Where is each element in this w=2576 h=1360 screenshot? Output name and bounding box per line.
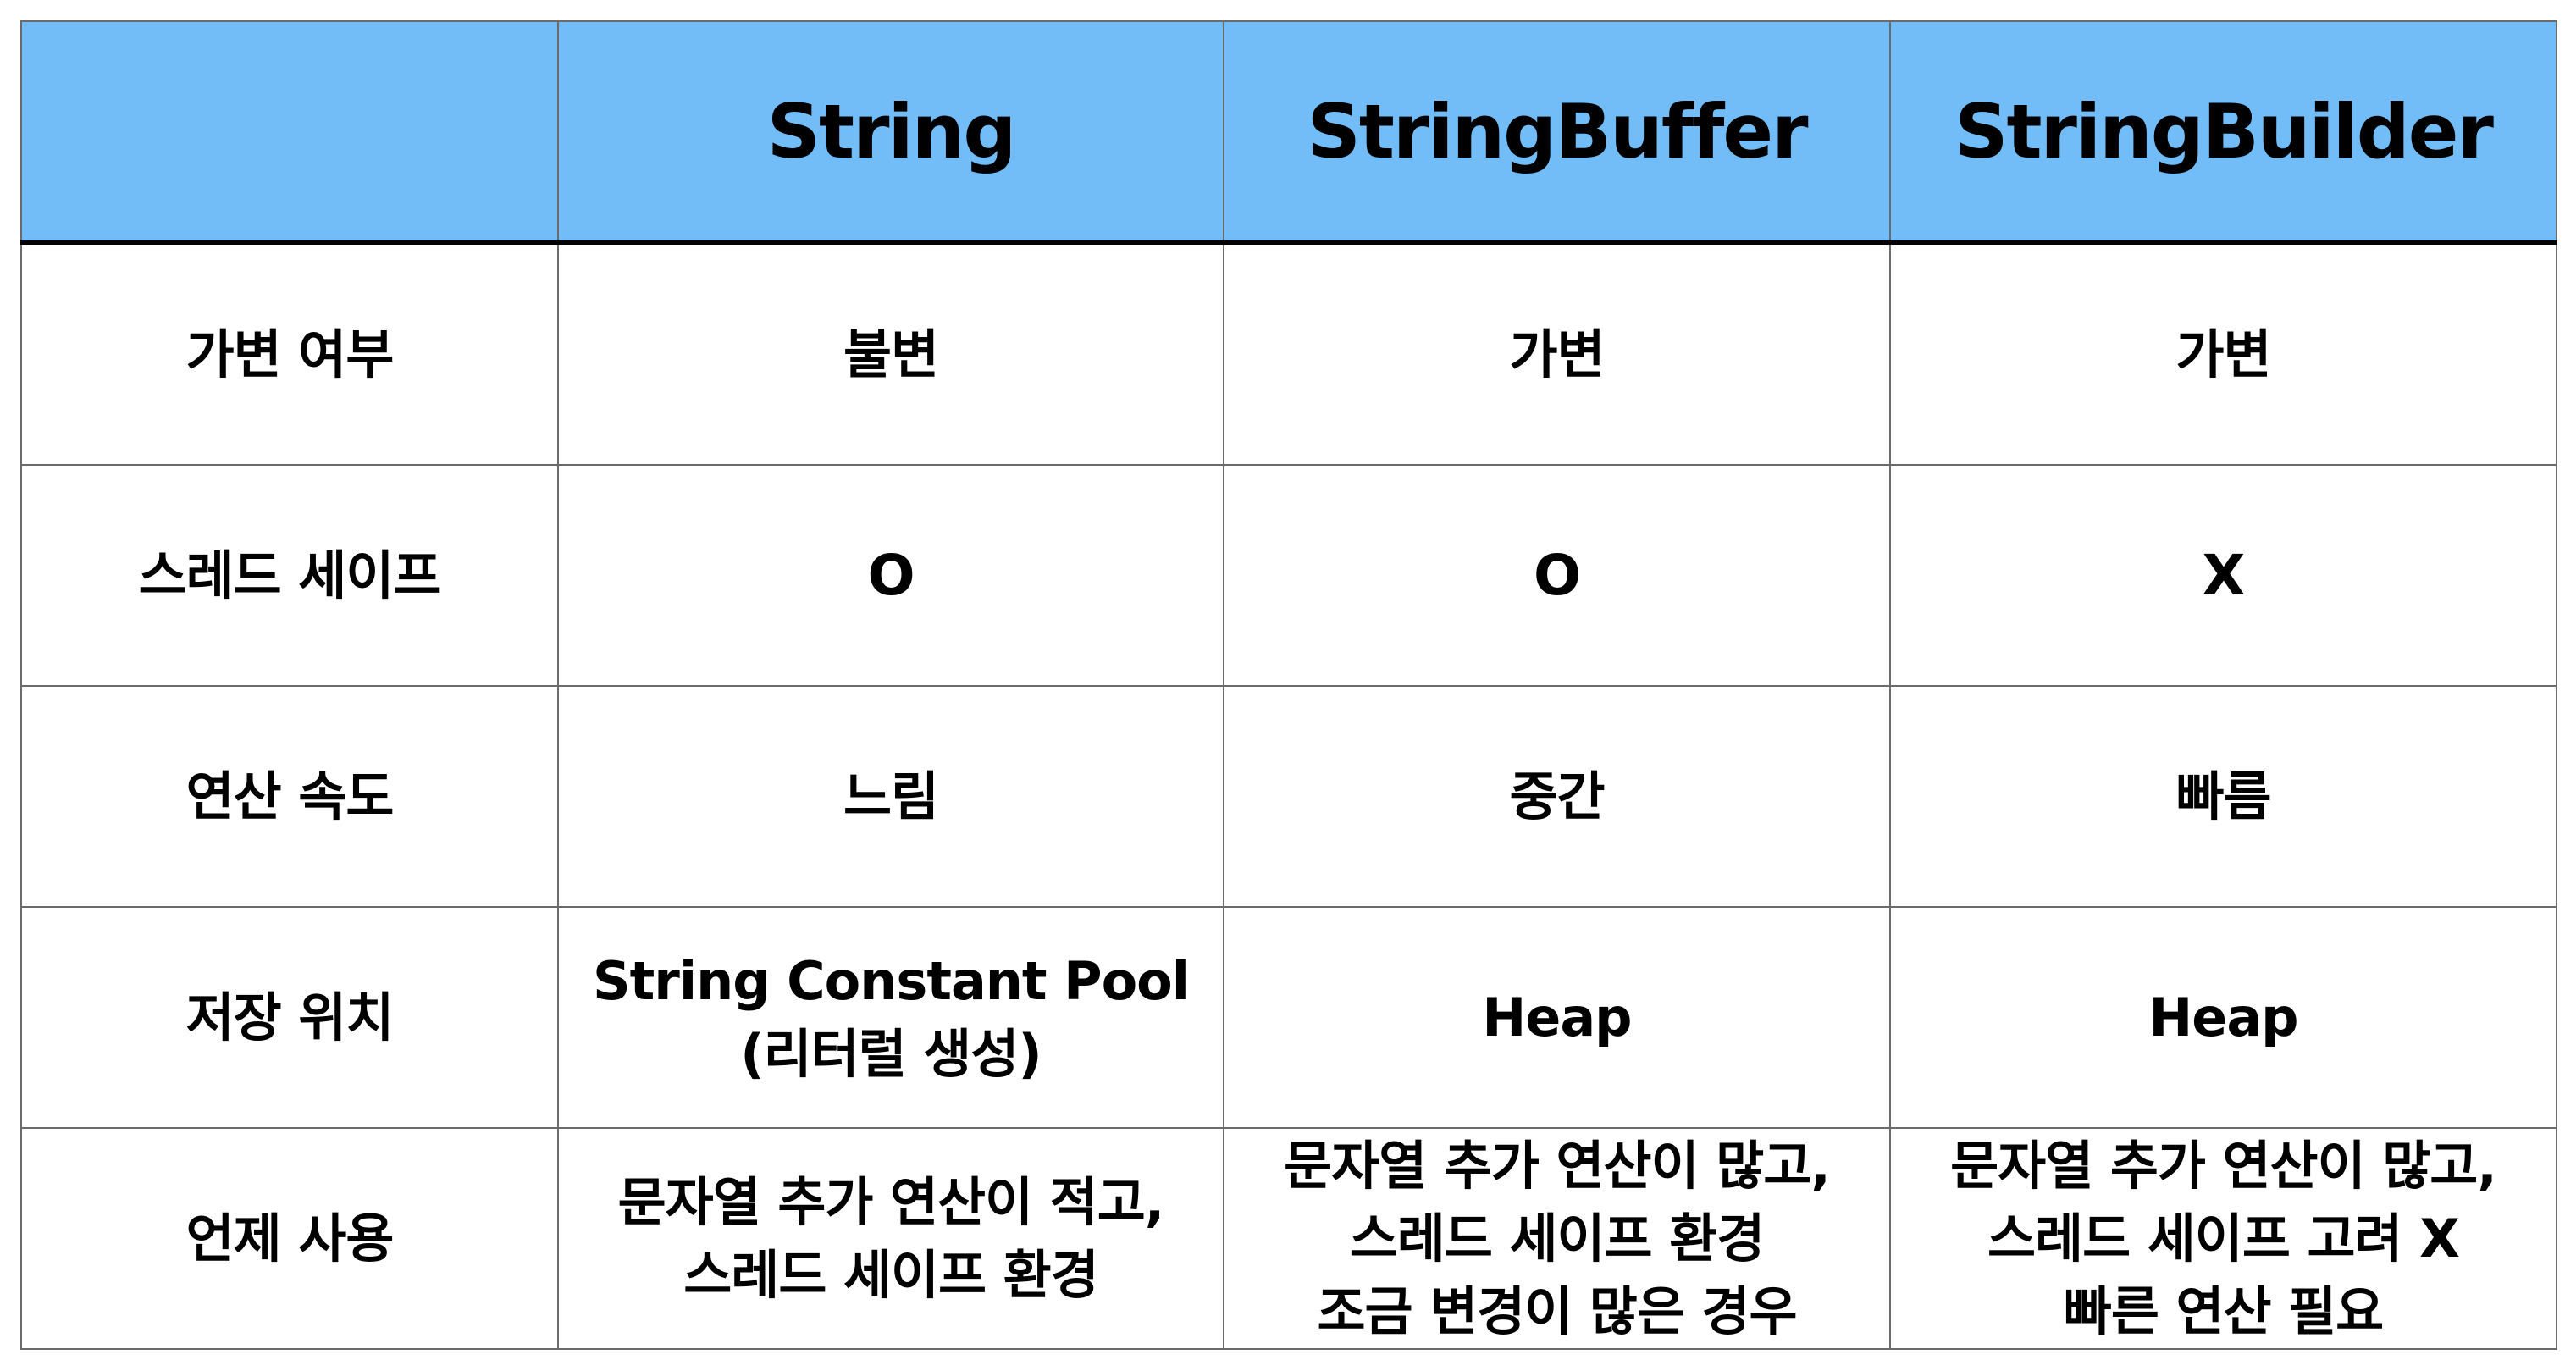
header-stringbuilder: StringBuilder	[1889, 20, 2557, 245]
row-label: 언제 사용	[20, 1127, 559, 1350]
cell-text: 빠른 연산 필요	[2063, 1280, 2384, 1342]
cell-text: 빠름	[2175, 765, 2271, 827]
cell-text: X	[2202, 542, 2246, 608]
header-row: String StringBuffer StringBuilder	[20, 20, 2557, 245]
cell-stringbuffer: Heap	[1223, 906, 1891, 1129]
cell-text: 스레드 세이프 고려 X	[1987, 1207, 2460, 1269]
row-label: 스레드 세이프	[20, 464, 559, 687]
cell-text: Heap	[1482, 986, 1632, 1048]
table-row-mutability: 가변 여부 불변 가변 가변	[20, 241, 2557, 466]
cell-text: Heap	[2148, 986, 2298, 1048]
cell-text: 스레드 세이프 환경	[1349, 1207, 1766, 1269]
cell-text: (리터럴 생성)	[740, 1022, 1042, 1085]
row-label: 가변 여부	[20, 241, 559, 466]
cell-stringbuffer: 문자열 추가 연산이 많고, 스레드 세이프 환경 조금 변경이 많은 경우	[1223, 1127, 1891, 1350]
cell-text: 문자열 추가 연산이 많고,	[1950, 1134, 2497, 1197]
header-stringbuffer: StringBuffer	[1223, 20, 1891, 245]
cell-stringbuilder: 가변	[1889, 241, 2557, 466]
cell-stringbuffer: O	[1223, 464, 1891, 687]
row-label: 저장 위치	[20, 906, 559, 1129]
cell-text: 가변	[1509, 323, 1605, 385]
header-corner-cell	[20, 20, 559, 245]
cell-string: 문자열 추가 연산이 적고, 스레드 세이프 환경	[557, 1127, 1224, 1350]
table-row-storage: 저장 위치 String Constant Pool (리터럴 생성) Heap…	[20, 906, 2557, 1129]
comparison-table: String StringBuffer StringBuilder 가변 여부 …	[20, 20, 2557, 1350]
cell-text: 문자열 추가 연산이 많고,	[1284, 1134, 1831, 1197]
cell-text: 문자열 추가 연산이 적고,	[617, 1170, 1165, 1233]
cell-string: 느림	[557, 685, 1224, 908]
cell-string: O	[557, 464, 1224, 687]
cell-text: O	[1533, 542, 1581, 608]
cell-stringbuilder: 문자열 추가 연산이 많고, 스레드 세이프 고려 X 빠른 연산 필요	[1889, 1127, 2557, 1350]
table-row-usage: 언제 사용 문자열 추가 연산이 적고, 스레드 세이프 환경 문자열 추가 연…	[20, 1127, 2557, 1350]
cell-text: O	[867, 542, 915, 608]
cell-string: 불변	[557, 241, 1224, 466]
table-row-speed: 연산 속도 느림 중간 빠름	[20, 685, 2557, 908]
cell-stringbuilder: Heap	[1889, 906, 2557, 1129]
table-row-thread-safety: 스레드 세이프 O O X	[20, 464, 2557, 687]
header-string: String	[557, 20, 1224, 245]
cell-text: 느림	[843, 765, 939, 827]
cell-text: 가변	[2175, 323, 2271, 385]
cell-stringbuilder: X	[1889, 464, 2557, 687]
cell-stringbuffer: 가변	[1223, 241, 1891, 466]
row-label: 연산 속도	[20, 685, 559, 908]
cell-text: 중간	[1509, 765, 1605, 827]
cell-text: 조금 변경이 많은 경우	[1317, 1280, 1797, 1342]
cell-string: String Constant Pool (리터럴 생성)	[557, 906, 1224, 1129]
cell-text: String Constant Pool	[592, 949, 1190, 1012]
cell-text: 불변	[843, 323, 939, 385]
cell-stringbuffer: 중간	[1223, 685, 1891, 908]
cell-text: 스레드 세이프 환경	[683, 1243, 1099, 1306]
cell-stringbuilder: 빠름	[1889, 685, 2557, 908]
